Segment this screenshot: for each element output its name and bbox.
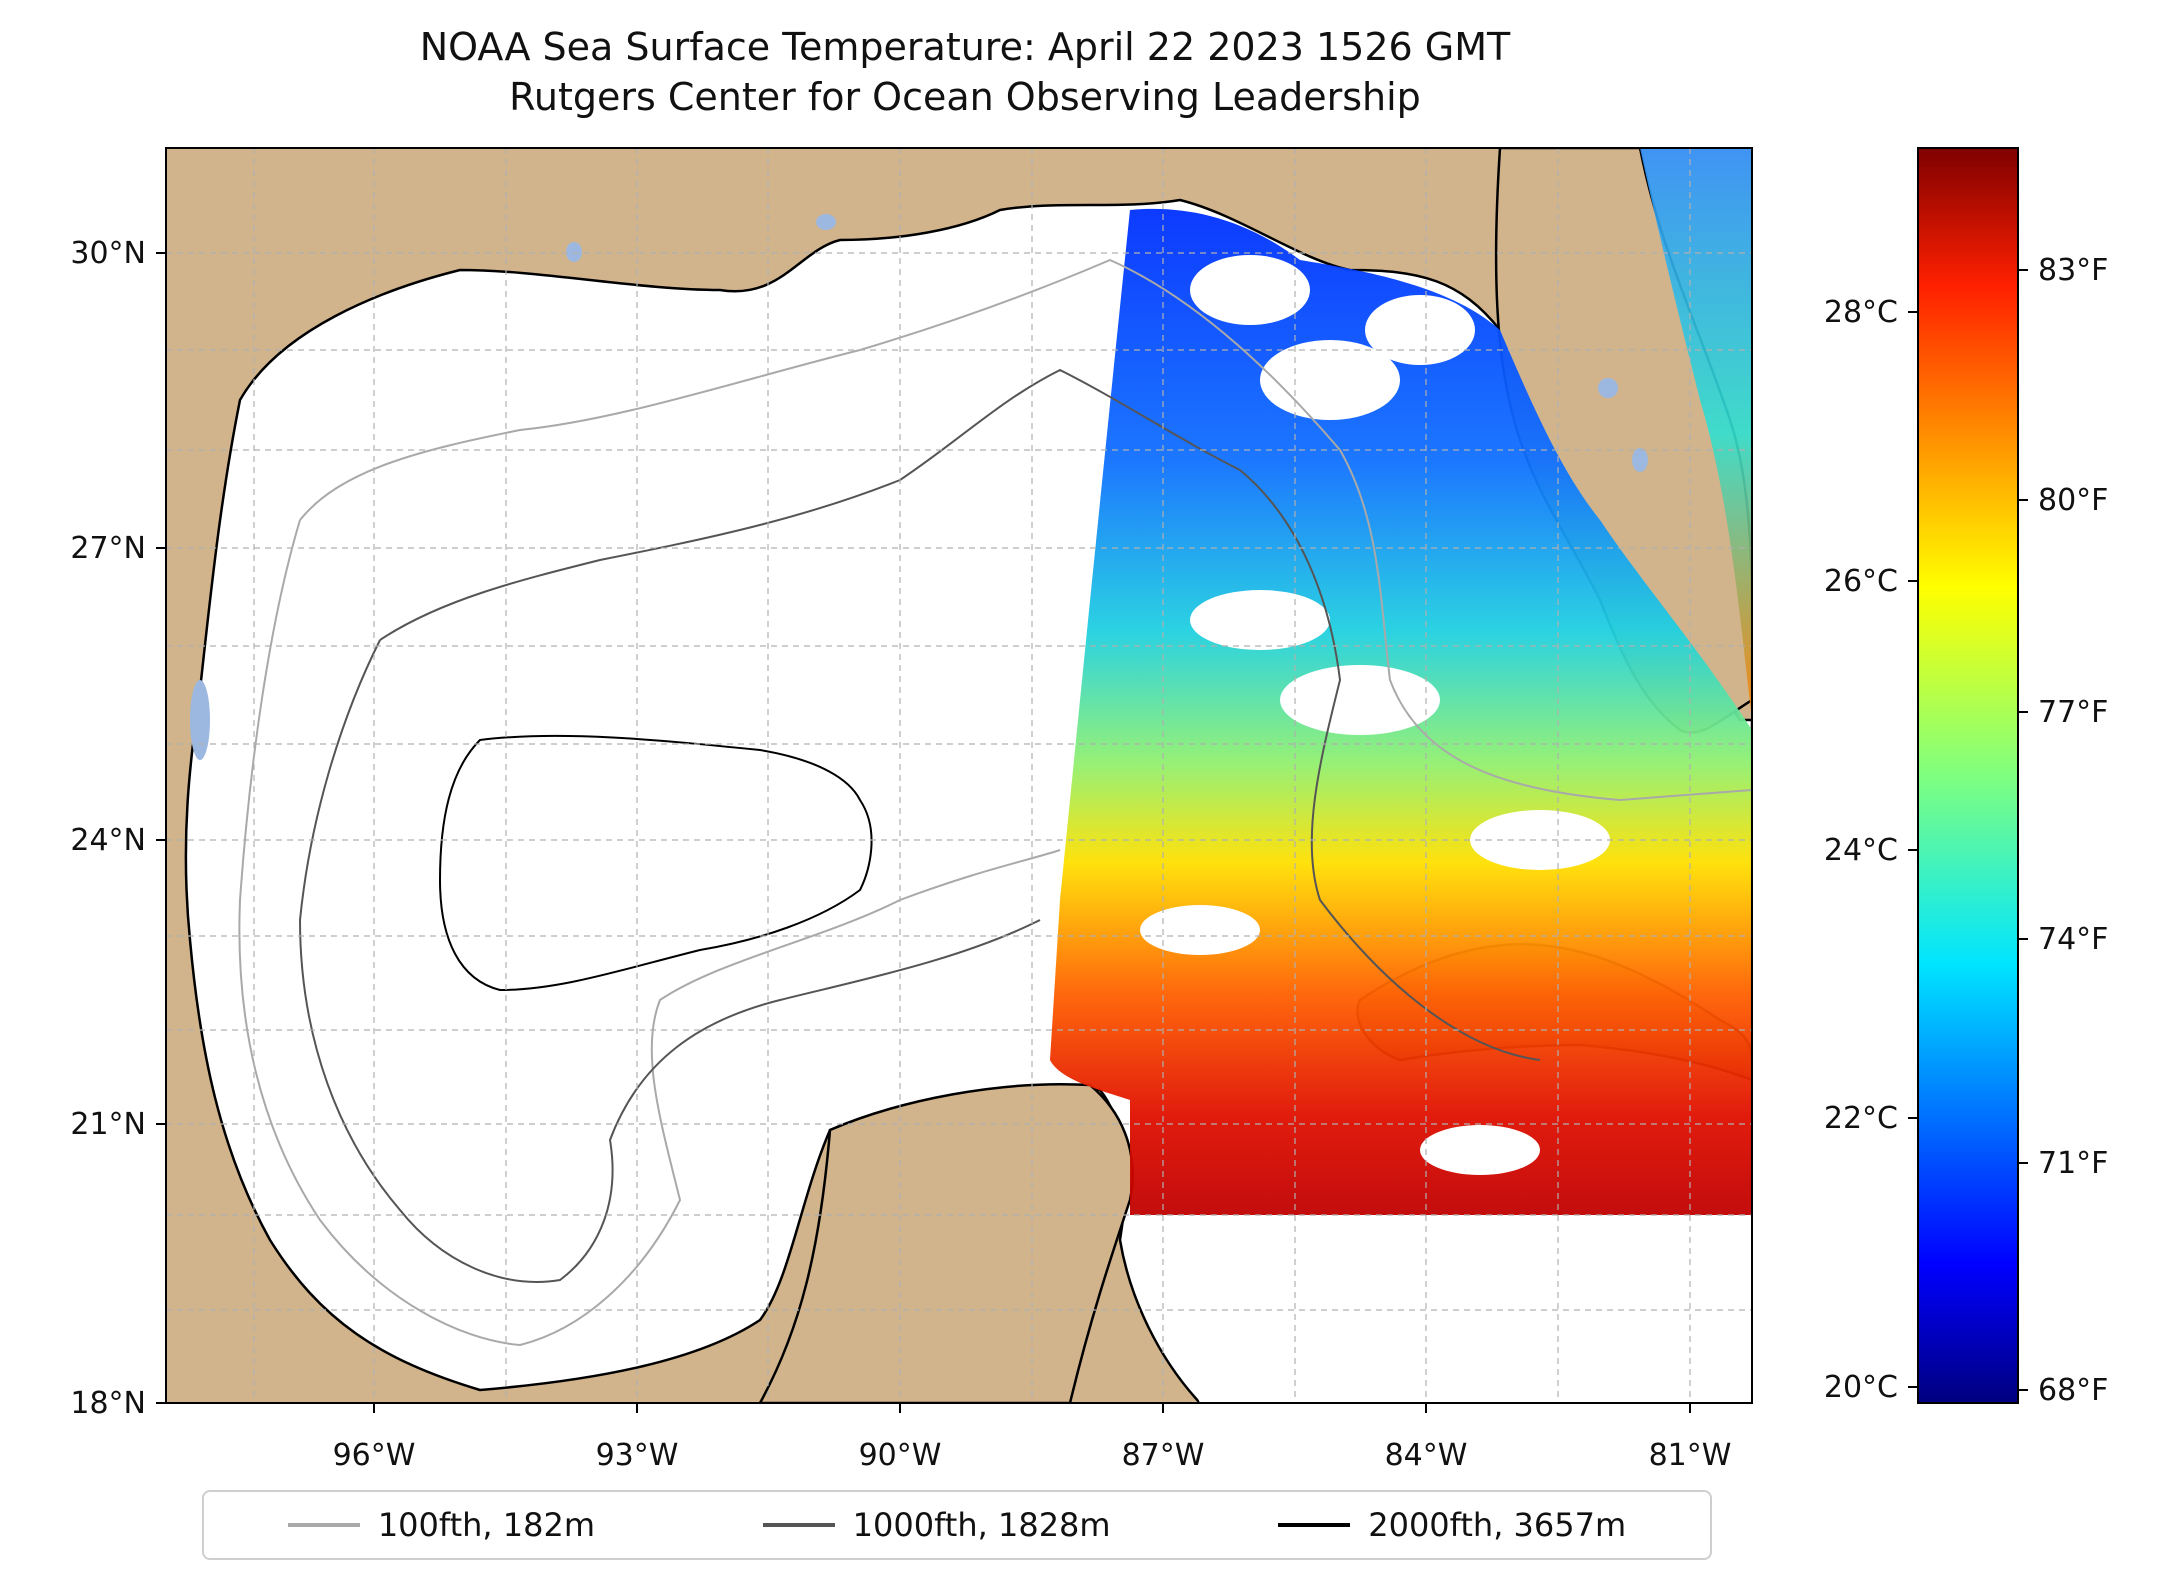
lat-tick-30n: 30°N bbox=[70, 236, 146, 271]
cloud-mask bbox=[1140, 255, 1610, 1175]
colorbar-f-tick-80: 80°F bbox=[2038, 483, 2108, 518]
colorbar-c-tick-26: 26°C bbox=[1824, 564, 1898, 599]
contour-1000fth bbox=[379, 368, 1541, 1061]
colorbar: 28°C 26°C 24°C 22°C 20°C 83°F 80°F 77°F … bbox=[1824, 147, 2108, 1408]
map-frame bbox=[165, 147, 1753, 1404]
colorbar-f-tick-74: 74°F bbox=[2038, 922, 2108, 957]
legend-entry-1000fth: 1000fth, 1828m bbox=[762, 1506, 1111, 1544]
title-line-1: NOAA Sea Surface Temperature: April 22 2… bbox=[419, 25, 1511, 69]
caribbean-water bbox=[1130, 1200, 1752, 1403]
legend-swatch-2000fth bbox=[1278, 1523, 1351, 1527]
bathymetry-contours bbox=[238, 258, 1752, 1347]
lat-tick-21n: 21°N bbox=[70, 1107, 146, 1142]
contour-legend: 100fth, 182m 1000fth, 1828m 2000fth, 365… bbox=[202, 1490, 1712, 1560]
legend-swatch-100fth bbox=[287, 1523, 360, 1527]
sst-atlantic-strip bbox=[1640, 148, 1752, 720]
legend-label-100fth: 100fth, 182m bbox=[377, 1506, 596, 1544]
colorbar-f-tick-71: 71°F bbox=[2038, 1146, 2108, 1181]
colorbar-c-tick-22: 22°C bbox=[1824, 1101, 1898, 1136]
axis-ticks bbox=[156, 252, 1691, 1413]
lon-tick-87w: 87°W bbox=[1122, 1438, 1205, 1473]
colorbar-gradient bbox=[1917, 147, 2019, 1404]
colorbar-c-tick-28: 28°C bbox=[1824, 295, 1898, 330]
lon-tick-93w: 93°W bbox=[596, 1438, 679, 1473]
legend-entry-2000fth: 2000fth, 3657m bbox=[1278, 1506, 1626, 1544]
colorbar-f-tick-77: 77°F bbox=[2038, 695, 2108, 730]
colorbar-c-tick-24: 24°C bbox=[1824, 833, 1898, 868]
chart-title: NOAA Sea Surface Temperature: April 22 2… bbox=[0, 22, 1930, 122]
contour-2000fth bbox=[438, 734, 873, 992]
title-line-2: Rutgers Center for Ocean Observing Leade… bbox=[509, 75, 1421, 119]
legend-label-2000fth: 2000fth, 3657m bbox=[1368, 1506, 1627, 1544]
lat-tick-24n: 24°N bbox=[70, 823, 146, 858]
legend-entry-100fth: 100fth, 182m bbox=[287, 1506, 596, 1544]
legend-swatch-1000fth bbox=[762, 1523, 835, 1527]
lat-tick-27n: 27°N bbox=[70, 531, 146, 566]
colorbar-f-tick-83: 83°F bbox=[2038, 253, 2108, 288]
graticule bbox=[166, 148, 1752, 1403]
lon-tick-90w: 90°W bbox=[859, 1438, 942, 1473]
legend-label-1000fth: 1000fth, 1828m bbox=[852, 1506, 1111, 1544]
lon-tick-96w: 96°W bbox=[333, 1438, 416, 1473]
yucatan-land bbox=[758, 1082, 1134, 1403]
lon-tick-81w: 81°W bbox=[1649, 1438, 1732, 1473]
lon-tick-84w: 84°W bbox=[1385, 1438, 1468, 1473]
colorbar-f-tick-68: 68°F bbox=[2038, 1373, 2108, 1408]
colorbar-c-tick-20: 20°C bbox=[1824, 1370, 1898, 1405]
contour-100fth bbox=[299, 258, 1752, 802]
lakes bbox=[190, 214, 1648, 760]
lat-tick-18n: 18°N bbox=[70, 1386, 146, 1421]
